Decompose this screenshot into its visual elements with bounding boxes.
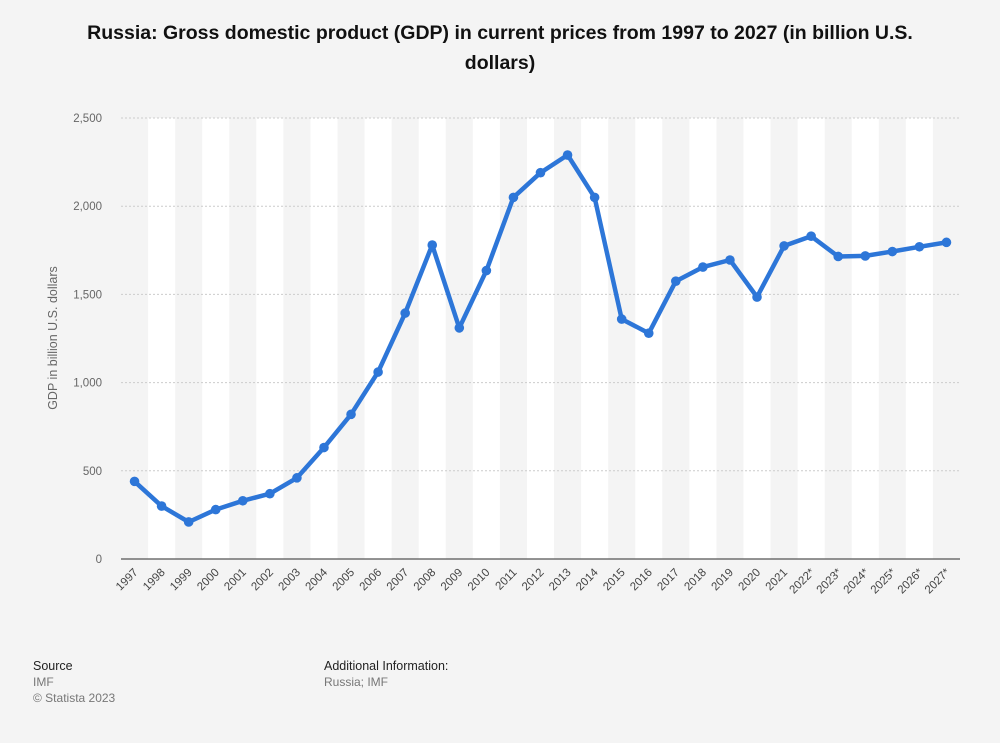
x-tick-label: 2014 xyxy=(574,566,601,593)
data-point xyxy=(535,167,546,178)
column-band xyxy=(418,118,446,559)
data-point xyxy=(237,495,248,506)
x-tick-label: 2018 xyxy=(682,567,709,594)
x-tick-label: 2017 xyxy=(655,567,682,594)
x-tick-label: 2020 xyxy=(737,567,764,594)
x-tick-label: 2003 xyxy=(276,567,303,594)
column-band xyxy=(256,118,284,559)
x-tick-label: 2027* xyxy=(923,566,953,596)
column-band xyxy=(148,118,176,559)
x-tick-label: 2026* xyxy=(896,566,926,596)
data-point xyxy=(860,251,871,261)
data-point xyxy=(671,276,681,286)
x-tick-label: 2023* xyxy=(815,566,845,596)
column-bands xyxy=(148,118,933,559)
column-band xyxy=(743,118,771,559)
gridlines xyxy=(121,117,960,560)
data-point xyxy=(589,192,600,203)
data-point xyxy=(265,488,275,499)
x-tick-label: 2005 xyxy=(331,567,358,594)
y-tick-label: 1,500 xyxy=(73,289,102,301)
data-point xyxy=(725,255,735,265)
y-tick-label: 2,000 xyxy=(73,201,102,213)
data-point xyxy=(373,367,383,377)
x-tick-label: 2016 xyxy=(628,567,655,594)
y-tick-label: 2,500 xyxy=(73,113,102,125)
data-point xyxy=(698,262,708,272)
column-band xyxy=(689,118,717,559)
data-point xyxy=(752,292,762,302)
data-point xyxy=(129,476,140,487)
x-tick-label: 2013 xyxy=(547,567,574,594)
data-point xyxy=(833,251,844,262)
data-point xyxy=(481,265,492,276)
y-axis-ticks: 0 500 1,000 1,500 2,000 2,500 xyxy=(73,113,102,566)
data-point xyxy=(616,314,627,324)
data-point xyxy=(210,504,221,515)
x-tick-label: 2019 xyxy=(709,567,736,594)
data-point xyxy=(941,237,952,248)
column-band xyxy=(635,118,663,559)
data-point xyxy=(183,517,194,527)
info-value: Russia; IMF xyxy=(324,675,389,689)
x-tick-label: 2006 xyxy=(358,567,385,594)
y-tick-label: 0 xyxy=(96,554,102,566)
data-point xyxy=(292,473,302,483)
data-point xyxy=(562,150,573,160)
column-band xyxy=(797,118,825,559)
x-tick-label: 2008 xyxy=(412,567,439,594)
column-band xyxy=(202,118,230,559)
y-tick-label: 500 xyxy=(83,466,102,478)
data-point xyxy=(156,501,167,511)
series-gdp xyxy=(129,150,952,527)
x-tick-label: 2007 xyxy=(385,567,412,594)
x-tick-label: 1998 xyxy=(141,567,168,594)
x-tick-label: 2011 xyxy=(494,567,520,593)
column-band xyxy=(851,118,879,559)
info-heading: Additional Information: xyxy=(324,659,449,673)
data-point xyxy=(454,323,465,333)
data-point xyxy=(319,442,329,453)
data-point xyxy=(508,192,519,203)
x-tick-label: 2010 xyxy=(466,567,493,594)
x-tick-label: 2004 xyxy=(304,566,331,593)
x-tick-label: 2001 xyxy=(222,567,249,594)
x-tick-label: 2025* xyxy=(869,566,899,596)
data-point xyxy=(806,231,816,241)
data-point xyxy=(427,240,438,250)
column-band xyxy=(581,118,609,559)
copyright: © Statista 2023 xyxy=(33,691,116,705)
column-band xyxy=(364,118,392,559)
data-point xyxy=(643,328,654,339)
x-axis-ticks: 1997 1998 1999 2000 2001 2002 2003 2004 2005 2006… xyxy=(114,566,953,596)
x-tick-label: 2009 xyxy=(439,567,466,594)
x-tick-label: 2012 xyxy=(520,567,547,594)
x-tick-label: 2015 xyxy=(601,567,628,594)
y-axis-label: GDP in billion U.S. dollars xyxy=(46,266,60,410)
data-point xyxy=(346,409,356,420)
source-heading: Source xyxy=(33,659,73,673)
data-point xyxy=(779,241,789,251)
column-band xyxy=(905,118,933,559)
x-tick-label: 2021 xyxy=(764,567,791,594)
additional-info-block: Additional Information: Russia; IMF xyxy=(324,658,448,690)
y-tick-label: 1,000 xyxy=(73,378,102,390)
x-tick-label: 2022* xyxy=(788,566,818,596)
data-point xyxy=(887,246,898,257)
source-block: Source IMF © Statista 2023 xyxy=(33,658,115,706)
data-point xyxy=(914,241,925,252)
column-band xyxy=(526,118,555,559)
x-tick-label: 1999 xyxy=(168,567,195,594)
column-band xyxy=(310,118,338,559)
x-tick-label: 2000 xyxy=(195,567,222,594)
data-point xyxy=(400,308,410,318)
chart-title: Russia: Gross domestic product (GDP) in … xyxy=(87,22,913,74)
x-tick-label: 1997 xyxy=(114,567,141,594)
x-tick-label: 2002 xyxy=(249,567,276,594)
source-value: IMF xyxy=(33,675,54,689)
column-band xyxy=(472,118,500,559)
x-tick-label: 2024* xyxy=(842,566,872,596)
